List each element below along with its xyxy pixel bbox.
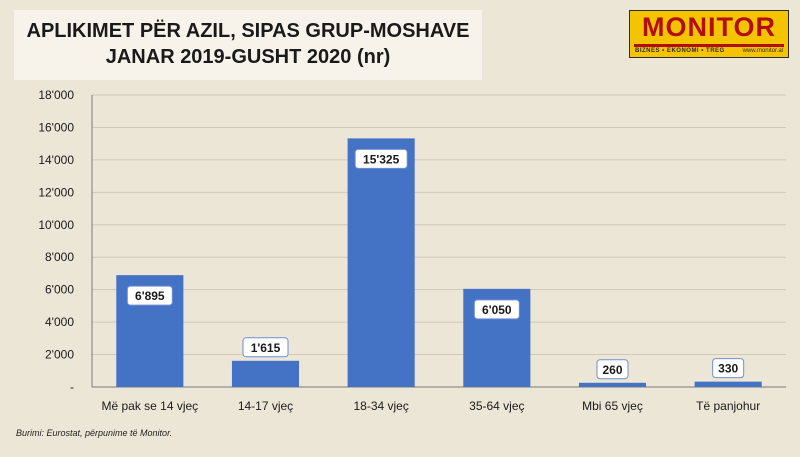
x-tick-label: 14-17 vjeç (238, 399, 293, 413)
y-tick-label: 2'000 (45, 348, 74, 362)
x-tick-label: 18-34 vjeç (353, 399, 408, 413)
data-label-box (354, 148, 408, 169)
logo-tagline: BIZNES • EKONOMI • TREG (635, 48, 725, 54)
y-tick-label: 6'000 (45, 283, 74, 297)
x-tick-label: Të panjohur (696, 399, 760, 413)
y-tick-label: 18'000 (38, 88, 74, 102)
data-label-box (242, 337, 289, 358)
source-note: Burimi: Eurostat, përpunime të Monitor. (16, 428, 173, 438)
y-tick-label: 4'000 (45, 315, 74, 329)
y-tick-label: 10'000 (38, 218, 74, 232)
data-label: 260 (602, 363, 622, 377)
y-tick-label: - (70, 380, 74, 394)
logo-wordmark: MONITOR (642, 12, 776, 42)
y-tick-label: 12'000 (38, 185, 74, 199)
logo-website: www.monitor.al (742, 48, 783, 54)
x-tick-label: 35-64 vjeç (469, 399, 524, 413)
data-label: 15'325 (363, 152, 400, 166)
data-label: 330 (718, 362, 738, 376)
data-label-box (712, 358, 745, 379)
data-label-box (126, 285, 173, 306)
monitor-logo: MONITOR BIZNES • EKONOMI • TREG www.moni… (629, 10, 789, 58)
x-tick-label: Mbi 65 vjeç (582, 399, 643, 413)
data-label: 6'050 (482, 303, 512, 317)
data-label: 1'615 (251, 341, 281, 355)
bar (694, 381, 762, 387)
y-tick-label: 8'000 (45, 250, 74, 264)
data-label-box (596, 359, 629, 380)
logo-underline (634, 44, 784, 47)
x-tick-label: Më pak se 14 vjeç (101, 399, 198, 413)
data-label-box (473, 299, 520, 320)
data-label: 6'895 (135, 289, 165, 303)
chart-title-line-1: APLIKIMET PËR AZIL, SIPAS GRUP-MOSHAVE (26, 20, 470, 42)
chart-title-box: APLIKIMET PËR AZIL, SIPAS GRUP-MOSHAVE J… (14, 10, 482, 80)
y-tick-label: 16'000 (38, 120, 74, 134)
y-tick-label: 14'000 (38, 153, 74, 167)
chart-title-line-2: JANAR 2019-GUSHT 2020 (nr) (105, 46, 391, 68)
bar (578, 382, 647, 387)
bar (347, 138, 415, 387)
bar (231, 360, 300, 387)
